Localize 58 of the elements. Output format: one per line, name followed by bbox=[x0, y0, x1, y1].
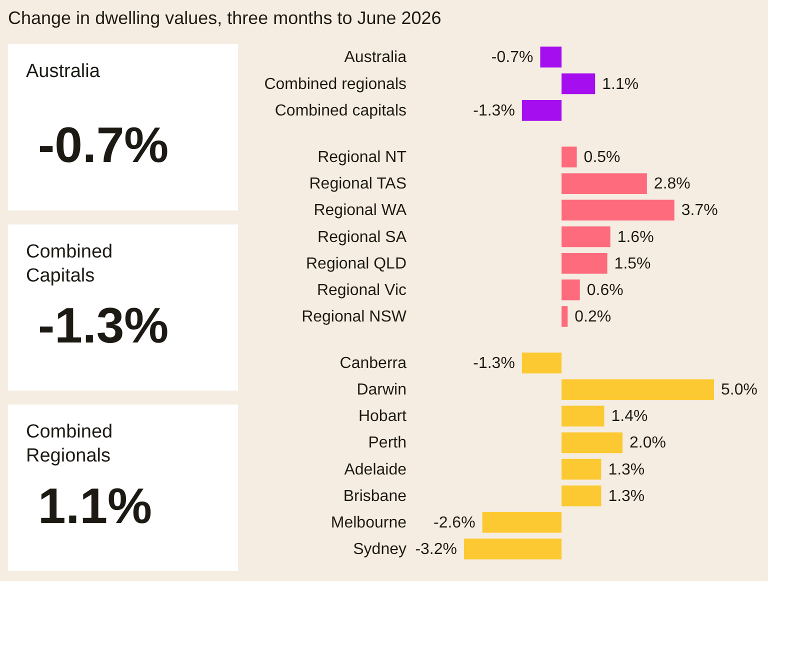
data-label: 0.2% bbox=[574, 308, 612, 326]
bar bbox=[562, 406, 604, 427]
y-tick-label: Regional TAS bbox=[309, 176, 406, 193]
y-tick-label: Adelaide bbox=[344, 461, 407, 478]
text: 1.1% bbox=[38, 478, 152, 534]
y-tick-label: Regional SA bbox=[318, 228, 407, 246]
data-label: 1.1% bbox=[602, 76, 639, 93]
bar bbox=[464, 538, 562, 560]
text: Combined Regionals bbox=[26, 422, 113, 467]
bar bbox=[562, 173, 647, 194]
data-label: 0.6% bbox=[586, 282, 624, 299]
y-tick-label: Regional WA bbox=[314, 202, 407, 220]
data-label: -0.7% bbox=[491, 49, 534, 66]
bar bbox=[562, 458, 602, 480]
data-label: 5.0% bbox=[721, 382, 758, 399]
data-label: -1.3% bbox=[473, 102, 515, 120]
bar bbox=[562, 226, 610, 248]
data-label: 0.5% bbox=[584, 149, 620, 166]
data-label: 1.3% bbox=[608, 488, 645, 505]
text: -0.7% bbox=[38, 117, 169, 174]
bar bbox=[562, 432, 623, 454]
data-label: -3.2% bbox=[415, 540, 457, 558]
y-tick-label: Sydney bbox=[353, 540, 406, 558]
data-label: 2.8% bbox=[654, 176, 690, 193]
y-tick-label: Darwin bbox=[356, 382, 406, 399]
text: -1.3% bbox=[38, 297, 169, 354]
bar bbox=[522, 352, 562, 374]
bar bbox=[562, 306, 568, 327]
bar bbox=[562, 485, 602, 506]
y-tick-label: Regional QLD bbox=[306, 255, 406, 272]
data-label: -2.6% bbox=[433, 514, 476, 532]
y-tick-label: Combined capitals bbox=[274, 102, 406, 120]
data-label: 3.7% bbox=[681, 202, 718, 220]
text: Change in dwelling values, three months to June 2026 bbox=[8, 8, 442, 28]
y-tick-label: Melbourne bbox=[330, 514, 407, 532]
y-tick-label: Regional Vic bbox=[316, 282, 406, 299]
text: Australia bbox=[26, 61, 100, 82]
y-tick-label: Hobart bbox=[358, 408, 408, 426]
bar bbox=[562, 379, 714, 400]
data-label: -1.3% bbox=[473, 355, 515, 372]
y-tick-label: Brisbane bbox=[343, 488, 407, 505]
data-label: 1.4% bbox=[611, 408, 648, 426]
y-tick-label: Perth bbox=[368, 434, 406, 452]
y-tick-label: Regional NSW bbox=[302, 308, 408, 326]
y-tick-label: Canberra bbox=[340, 355, 407, 372]
data-label: 1.3% bbox=[608, 461, 645, 478]
y-tick-label: Regional NT bbox=[318, 149, 407, 166]
data-label: 1.6% bbox=[617, 228, 654, 246]
bar bbox=[562, 200, 674, 221]
bar bbox=[562, 146, 577, 168]
data-label: 1.5% bbox=[614, 255, 651, 272]
text: Combined Capitals bbox=[26, 241, 113, 286]
data-label: 2.0% bbox=[630, 434, 666, 452]
bar bbox=[562, 280, 580, 300]
bar bbox=[482, 512, 562, 533]
y-tick-label: Combined regionals bbox=[264, 76, 406, 93]
bar bbox=[562, 252, 608, 274]
y-tick-label: Australia bbox=[344, 49, 407, 66]
